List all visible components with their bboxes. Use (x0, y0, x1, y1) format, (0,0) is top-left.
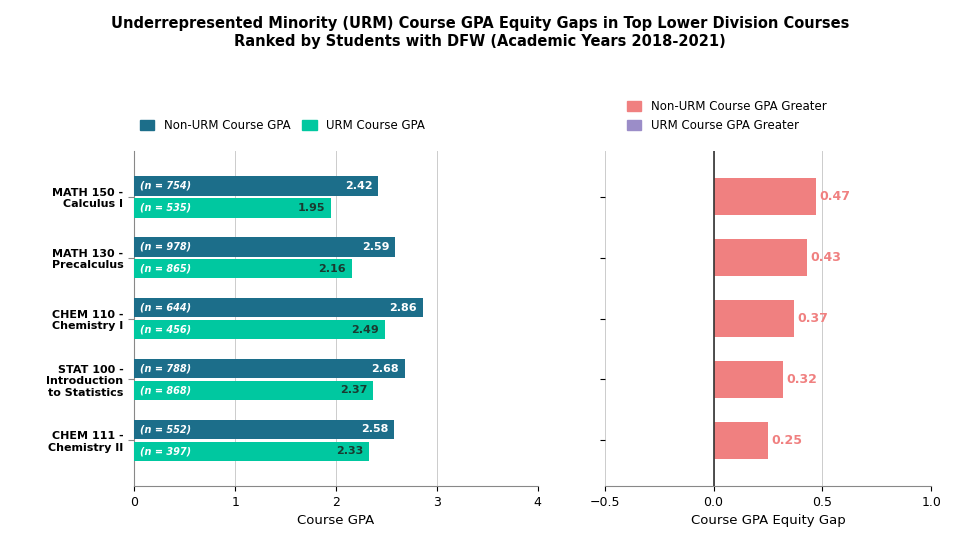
X-axis label: Course GPA Equity Gap: Course GPA Equity Gap (690, 514, 846, 527)
Text: 0.43: 0.43 (810, 251, 841, 264)
Text: Underrepresented Minority (URM) Course GPA Equity Gaps in Top Lower Division Cou: Underrepresented Minority (URM) Course G… (110, 16, 850, 49)
Bar (134, 298, 422, 318)
Text: (n = 552): (n = 552) (140, 424, 192, 434)
X-axis label: Course GPA: Course GPA (298, 514, 374, 527)
Text: 2.86: 2.86 (389, 302, 417, 313)
Text: 2.58: 2.58 (361, 424, 389, 434)
Text: (n = 644): (n = 644) (140, 302, 192, 313)
Text: (n = 978): (n = 978) (140, 242, 192, 252)
Legend: Non-URM Course GPA, URM Course GPA: Non-URM Course GPA, URM Course GPA (140, 119, 425, 132)
Text: 2.16: 2.16 (319, 264, 347, 274)
Bar (713, 422, 768, 459)
Bar (134, 176, 378, 195)
Text: (n = 456): (n = 456) (140, 325, 192, 335)
Bar (134, 420, 395, 439)
Bar (134, 381, 373, 400)
Text: 0.47: 0.47 (819, 191, 851, 204)
Text: 2.59: 2.59 (362, 242, 390, 252)
Bar (134, 320, 385, 339)
Text: 1.95: 1.95 (298, 203, 324, 213)
Text: 2.68: 2.68 (371, 363, 398, 374)
Text: (n = 535): (n = 535) (140, 203, 192, 213)
Text: (n = 397): (n = 397) (140, 446, 192, 456)
Text: 2.37: 2.37 (340, 386, 368, 395)
Text: (n = 868): (n = 868) (140, 386, 192, 395)
Bar (134, 259, 352, 279)
Bar (134, 198, 331, 218)
Text: 0.25: 0.25 (771, 434, 803, 447)
Bar (713, 361, 783, 398)
Text: 2.49: 2.49 (351, 325, 379, 335)
Bar (134, 237, 396, 256)
Bar (713, 300, 794, 337)
Bar (134, 359, 404, 378)
Bar (134, 442, 370, 461)
Text: 2.42: 2.42 (345, 181, 372, 191)
Text: 0.37: 0.37 (798, 312, 828, 325)
Text: (n = 788): (n = 788) (140, 363, 192, 374)
Text: 0.32: 0.32 (786, 373, 817, 386)
Text: (n = 754): (n = 754) (140, 181, 192, 191)
Bar (713, 239, 807, 276)
Bar (713, 178, 816, 215)
Text: (n = 865): (n = 865) (140, 264, 192, 274)
Text: 2.33: 2.33 (336, 446, 363, 456)
Legend: Non-URM Course GPA Greater, URM Course GPA Greater: Non-URM Course GPA Greater, URM Course G… (627, 100, 827, 132)
